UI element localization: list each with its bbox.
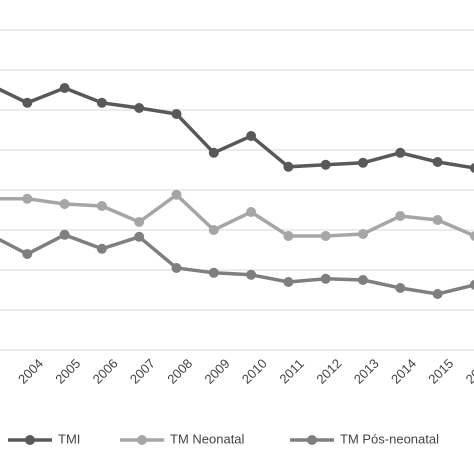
point [246, 207, 257, 217]
series-line [0, 232, 474, 296]
point [283, 231, 294, 241]
x-tick-label: 2016 [463, 356, 474, 387]
point [283, 277, 294, 287]
point [320, 273, 331, 284]
point [469, 231, 474, 241]
point [432, 289, 443, 299]
legend-marker [25, 435, 35, 445]
point [208, 267, 219, 278]
point [96, 243, 107, 254]
point [395, 147, 406, 158]
x-tick-label: 2006 [90, 356, 121, 387]
point [134, 103, 145, 113]
point [22, 193, 33, 204]
legend-label: TM Neonatal [170, 431, 245, 446]
series-line [0, 192, 474, 238]
point [171, 189, 182, 200]
point [358, 157, 368, 168]
point [208, 225, 219, 235]
x-tick-label: 2012 [313, 356, 344, 387]
point [208, 147, 219, 158]
point [171, 263, 182, 273]
point [320, 159, 331, 170]
point [395, 211, 406, 221]
point [59, 83, 70, 93]
x-tick-label: 2013 [351, 356, 382, 387]
legend-label: TMI [58, 431, 80, 446]
point [320, 231, 331, 241]
point [134, 231, 145, 242]
legend-marker [307, 435, 317, 445]
x-tick-label: 2009 [202, 356, 233, 387]
x-tick-label: 2005 [52, 356, 83, 387]
point [171, 109, 182, 119]
legend-label: TM Pós-neonatal [340, 431, 439, 446]
point [22, 97, 33, 108]
point [469, 163, 474, 173]
legend-marker [137, 435, 147, 445]
series-line [0, 86, 474, 170]
point [246, 269, 257, 280]
point [432, 215, 443, 225]
point [59, 229, 70, 240]
x-tick-label: 2014 [388, 356, 419, 387]
point [358, 229, 368, 239]
x-tick-label: 2015 [425, 356, 456, 387]
point [358, 275, 368, 285]
point [59, 199, 70, 209]
x-tick-label: 2004 [15, 356, 46, 387]
point [283, 161, 294, 172]
point [246, 131, 257, 141]
point [96, 201, 107, 211]
point [395, 283, 406, 293]
x-tick-label: 2008 [164, 356, 195, 387]
point [96, 97, 107, 108]
x-tick-label: 2007 [127, 356, 158, 387]
x-tick-label: 2011 [276, 356, 306, 386]
x-tick-label: 2010 [239, 356, 270, 387]
point [134, 217, 145, 227]
point [22, 249, 33, 259]
point [469, 279, 474, 290]
point [432, 157, 443, 167]
